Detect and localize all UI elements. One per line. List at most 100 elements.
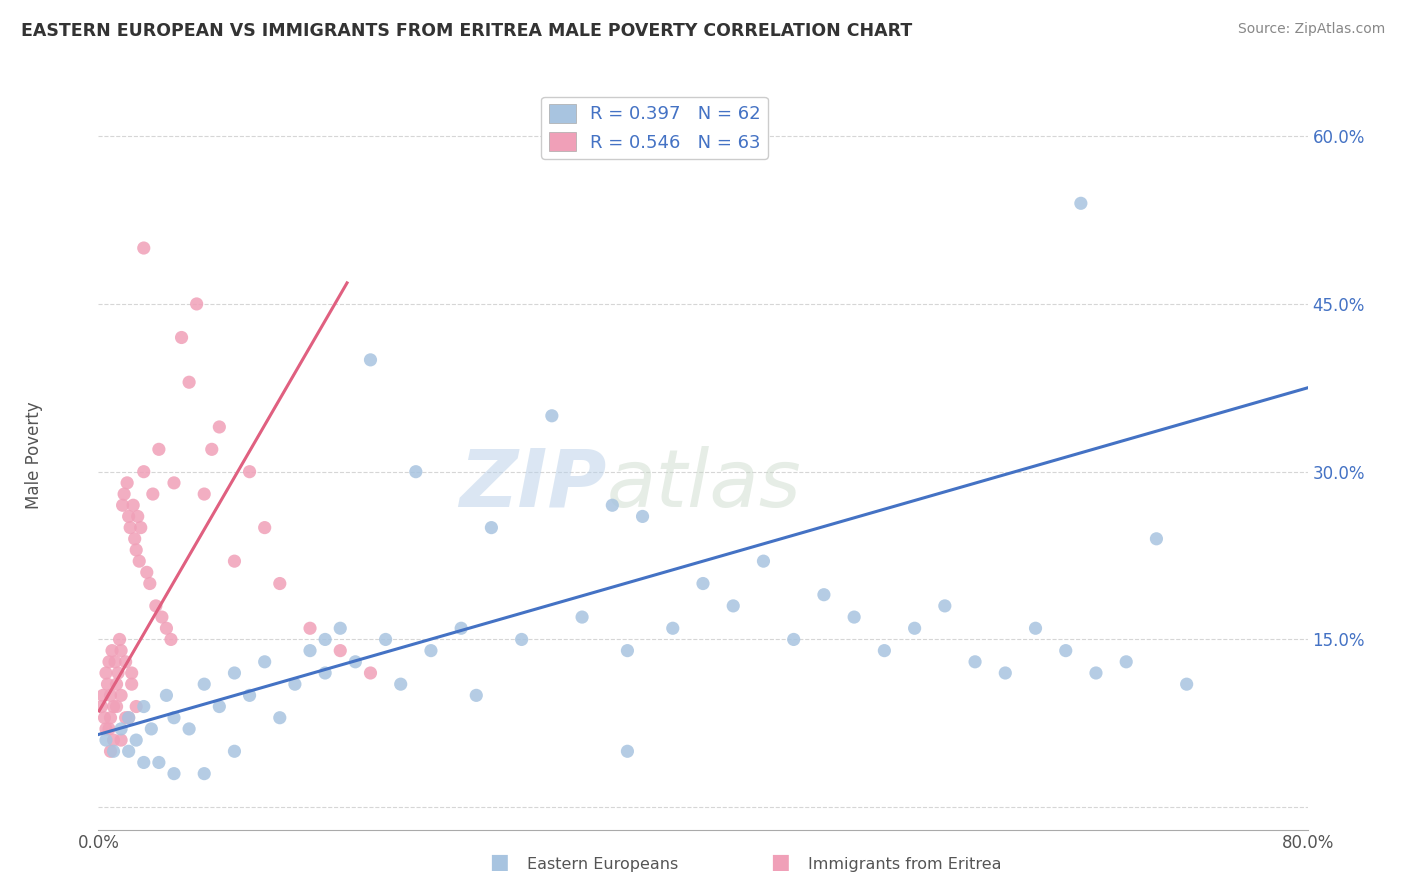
Point [132, 241, 155, 255]
Point [224, 554, 246, 568]
Point [98, 655, 121, 669]
Point [114, 711, 136, 725]
Point [142, 487, 165, 501]
Point [253, 520, 276, 534]
Point [1054, 643, 1077, 657]
Point [105, 677, 128, 691]
Text: ■: ■ [489, 853, 509, 872]
Point [269, 711, 291, 725]
Point [96, 677, 118, 691]
Point [661, 621, 683, 635]
Point [314, 632, 336, 647]
Text: Immigrants from Eritrea: Immigrants from Eritrea [808, 857, 1002, 872]
Text: Eastern Europeans: Eastern Europeans [527, 857, 679, 872]
Point [129, 520, 152, 534]
Point [121, 677, 143, 691]
Y-axis label: Male Poverty: Male Poverty [25, 401, 42, 508]
Point [163, 766, 186, 780]
Point [115, 475, 138, 490]
Point [124, 532, 146, 546]
Point [299, 621, 322, 635]
Point [110, 733, 132, 747]
Text: EASTERN EUROPEAN VS IMMIGRANTS FROM ERITREA MALE POVERTY CORRELATION CHART: EASTERN EUROPEAN VS IMMIGRANTS FROM ERIT… [21, 22, 912, 40]
Point [450, 621, 472, 635]
Point [1024, 621, 1046, 635]
Point [125, 699, 148, 714]
Point [110, 689, 132, 703]
Point [253, 655, 276, 669]
Point [155, 689, 177, 703]
Point [510, 632, 533, 647]
Point [155, 621, 177, 635]
Point [160, 632, 183, 647]
Point [118, 509, 141, 524]
Point [844, 610, 866, 624]
Point [1085, 665, 1108, 680]
Point [360, 665, 382, 680]
Point [631, 509, 654, 524]
Point [101, 643, 124, 657]
Point [148, 442, 170, 457]
Point [103, 744, 125, 758]
Point [170, 330, 193, 344]
Point [389, 677, 412, 691]
Point [571, 610, 593, 624]
Point [127, 509, 149, 524]
Point [128, 554, 150, 568]
Point [108, 632, 131, 647]
Point [965, 655, 987, 669]
Point [141, 722, 163, 736]
Point [783, 632, 806, 647]
Point [374, 632, 396, 647]
Point [616, 744, 638, 758]
Point [239, 689, 262, 703]
Point [125, 543, 148, 558]
Point [179, 722, 201, 736]
Point [110, 643, 132, 657]
Point [540, 409, 562, 423]
Point [193, 677, 215, 691]
Point [481, 520, 503, 534]
Point [360, 352, 382, 367]
Point [299, 643, 322, 657]
Point [329, 621, 352, 635]
Point [105, 699, 128, 714]
Point [616, 643, 638, 657]
Point [118, 711, 141, 725]
Point [107, 665, 129, 680]
Point [934, 599, 956, 613]
Point [148, 756, 170, 770]
Point [994, 665, 1017, 680]
Point [193, 487, 215, 501]
Point [139, 576, 162, 591]
Point [813, 588, 835, 602]
Point [145, 599, 167, 613]
Point [602, 498, 624, 512]
Point [224, 744, 246, 758]
Point [752, 554, 775, 568]
Point [94, 733, 117, 747]
Point [125, 733, 148, 747]
Point [420, 643, 443, 657]
Point [150, 610, 173, 624]
Point [122, 498, 145, 512]
Point [93, 711, 115, 725]
Legend: R = 0.397   N = 62, R = 0.546   N = 63: R = 0.397 N = 62, R = 0.546 N = 63 [541, 97, 768, 159]
Point [465, 689, 488, 703]
Point [132, 756, 155, 770]
Point [1175, 677, 1198, 691]
Point [118, 744, 141, 758]
Point [114, 655, 136, 669]
Point [904, 621, 927, 635]
Point [100, 744, 122, 758]
Point [208, 420, 231, 434]
Point [193, 766, 215, 780]
Text: ■: ■ [770, 853, 790, 872]
Point [100, 689, 122, 703]
Point [329, 643, 352, 657]
Point [873, 643, 896, 657]
Point [91, 689, 114, 703]
Point [103, 699, 125, 714]
Point [110, 722, 132, 736]
Point [186, 297, 208, 311]
